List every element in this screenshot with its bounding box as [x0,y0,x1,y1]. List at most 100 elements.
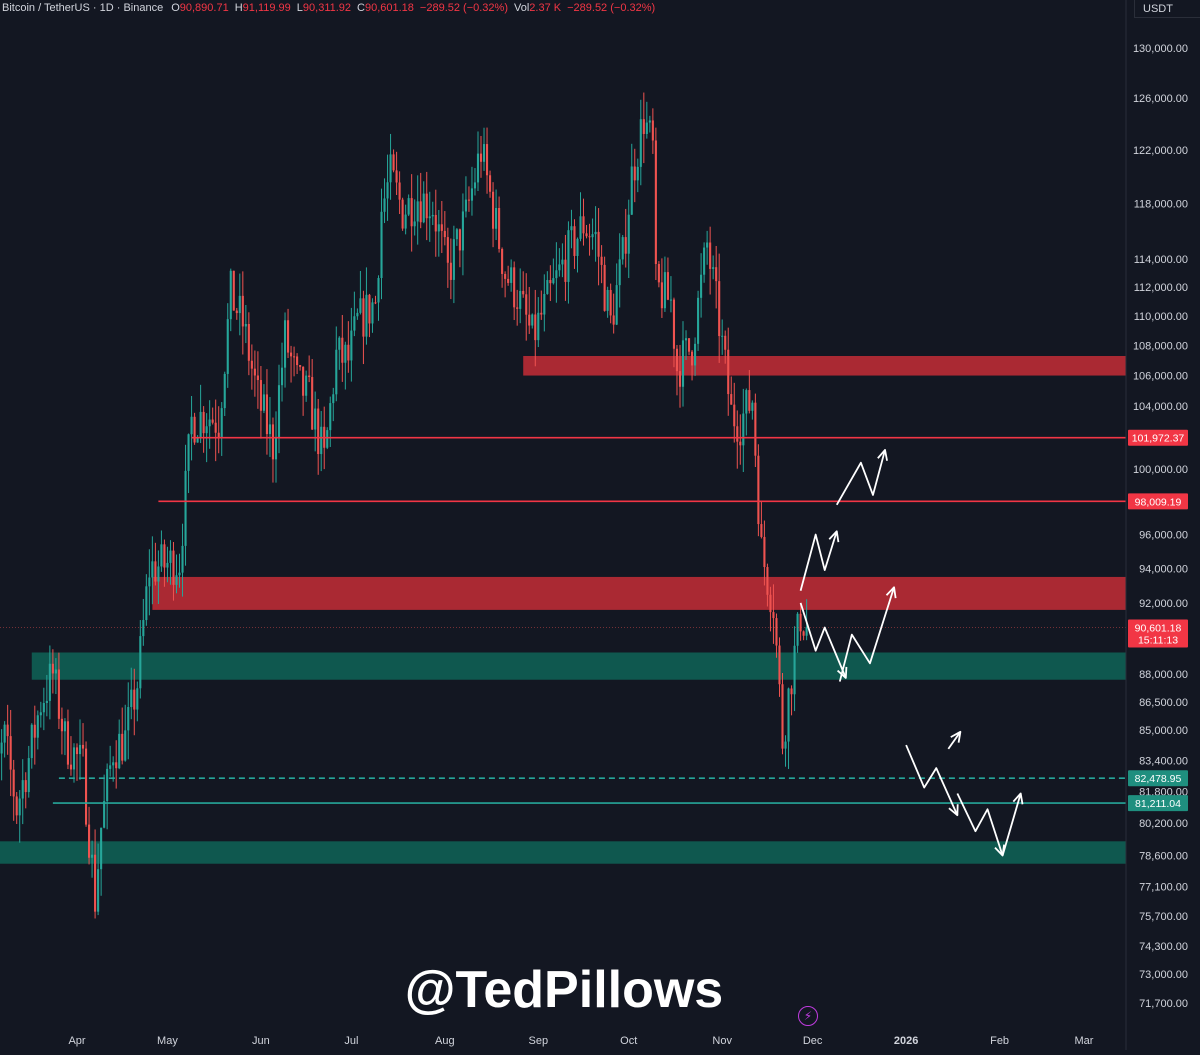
projection-path-8 [1001,793,1022,856]
candle-body [66,721,70,765]
candle-body [253,368,256,376]
candle-body [540,312,543,315]
candle-body [600,256,603,265]
candle-body [103,801,106,828]
candle-body [39,712,42,716]
candle-body [193,416,196,443]
time-axis: Apr May Jun Jul Aug Sep Oct Nov Dec 2026 Feb Mar [68,1035,1093,1047]
price-tick-label: 85,000.00 [1139,725,1188,737]
candle-body [250,360,253,369]
candle-body [265,394,268,435]
time-tick-label: Dec [803,1035,823,1047]
candle-body [660,282,663,309]
candle-body [763,536,766,568]
projections-layer [799,449,1024,857]
candle-body [697,297,700,344]
time-tick-label: 2026 [894,1035,918,1047]
candle-body [745,390,748,414]
candle-body [226,319,229,374]
candle-body [446,237,449,263]
candle-body [582,216,585,234]
candle-body [579,216,582,239]
candle-body [72,747,76,770]
currency-selector[interactable]: USDT [1134,0,1200,18]
candle-body [552,278,555,284]
candle-body [3,724,6,743]
candle-body [766,567,769,595]
candle-body [311,377,314,430]
candle-body [118,733,121,769]
candle-body [431,214,434,217]
candle-body [199,411,202,438]
zones-layer [0,355,1127,864]
candle-body [639,119,642,167]
candle-body [88,824,91,858]
candle-body [681,340,685,387]
candle-body [751,402,754,411]
candle-body [510,267,513,283]
candle-body [12,769,15,797]
projection-path-2 [835,449,886,506]
candle-body [163,544,166,568]
change-value: −289.52 (−0.32%) [419,2,508,14]
price-tick-label: 126,000.00 [1133,93,1188,105]
candle-body [15,796,18,816]
symbol-header: Bitcoin / TetherUS · 1D · Binance O 90,89… [0,0,661,16]
projection-path-4 [838,586,895,682]
time-tick-label: Feb [990,1035,1009,1047]
price-axis-bg [1126,0,1200,1050]
candle-body [642,119,645,134]
low-label: L [296,2,303,14]
projection-path-3 [799,602,847,679]
candle-body [350,330,353,361]
price-tick-label: 88,000.00 [1139,669,1188,681]
projection-arrowhead-5 [948,804,959,817]
candle-body [139,636,142,689]
candle-body [648,120,651,123]
lightning-icon[interactable]: ⚡ [798,1006,818,1026]
candle-body [669,299,673,301]
candle-body [308,375,311,378]
candle-body [184,470,187,546]
candle-body [522,290,525,295]
candle-body [214,422,217,433]
candle-body [657,264,660,283]
projection-arrowhead-8 [1012,792,1024,805]
projection-path-5 [905,744,959,816]
level-price-tag-4: 81,211.04 [1135,798,1181,810]
level-price-tag-3-bg [1128,770,1188,787]
candle-body [694,343,697,366]
candle-body [778,645,781,685]
candle-body [274,437,278,460]
candle-body [362,298,365,337]
candle-body [687,338,691,352]
candle-body [531,314,534,326]
candle-body [145,586,148,621]
candle-body [166,562,169,568]
candle-body [94,854,97,912]
candle-body [615,285,618,325]
candle-body [449,262,452,280]
candle-body [425,193,428,219]
candle-body [407,198,410,215]
candle-body [546,280,549,294]
candle-body [742,413,745,446]
candle-body [718,281,721,337]
candle-body [549,280,552,284]
candle-body [413,221,416,227]
candle-body [283,320,287,368]
projection-path-7 [956,793,1004,856]
volume-label: Vol [514,2,530,14]
zone-1 [523,355,1126,376]
candle-body [305,375,308,396]
candle-body [591,234,594,238]
candle-body [416,201,419,222]
candle-body [561,259,564,265]
symbol-title[interactable]: Bitcoin / TetherUS · 1D · Binance [2,2,164,14]
price-tick-label: 108,000.00 [1133,341,1188,353]
candle-body [97,869,100,912]
candle-body [247,323,250,361]
price-tick-label: 112,000.00 [1134,282,1188,294]
